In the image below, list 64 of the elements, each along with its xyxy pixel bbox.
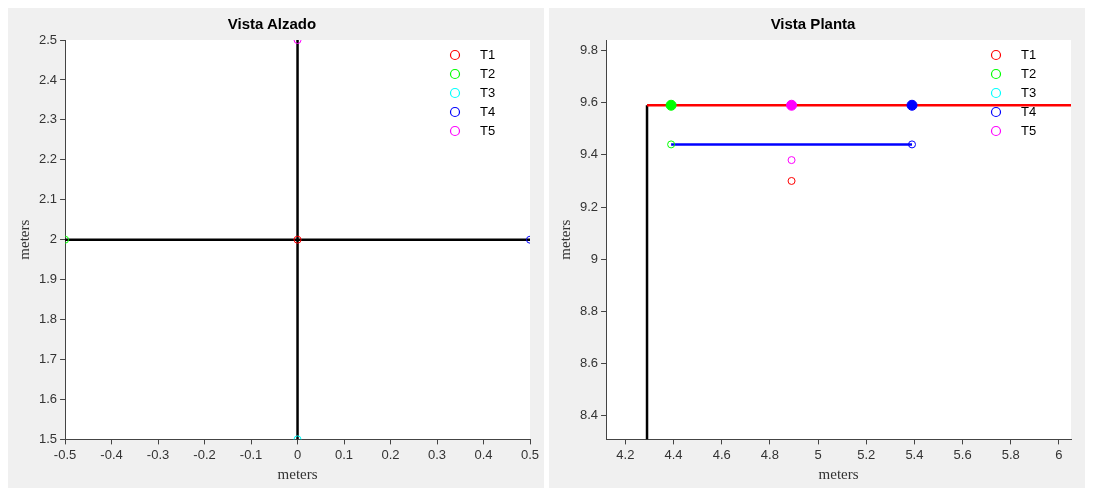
point: [786, 99, 798, 111]
point: [293, 235, 302, 244]
x-axis-title: meters: [818, 465, 859, 482]
legend-label: T5: [480, 122, 496, 138]
y-tick-label: 2.4: [38, 71, 58, 87]
chart-title: Vista Alzado: [227, 15, 317, 33]
x-tick-label: 4.6: [712, 446, 731, 462]
x-tick-label: 4.8: [760, 446, 779, 462]
point: [906, 99, 918, 111]
legend-label: T3: [480, 84, 496, 100]
x-tick-label: 6: [1055, 446, 1063, 462]
y-tick-label: 9.2: [579, 198, 599, 214]
y-tick-label: 9.8: [579, 42, 599, 58]
chart-title: Vista Planta: [770, 15, 857, 33]
y-tick-label: 8.6: [579, 355, 599, 371]
y-tick-label: 8.8: [579, 303, 599, 319]
point: [665, 99, 677, 111]
x-tick-label: 4.4: [664, 446, 683, 462]
x-tick-label: -0.5: [53, 446, 77, 462]
x-tick-label: -0.2: [193, 446, 216, 462]
legend-label: T4: [1021, 103, 1037, 119]
legend-label: T4: [480, 103, 496, 119]
legend-label: T1: [1021, 46, 1037, 62]
x-tick-label: 5.4: [905, 446, 924, 462]
y-tick-label: 2: [49, 231, 58, 247]
x-tick-label: 0.5: [520, 446, 540, 462]
y-tick-label: 1.9: [38, 271, 58, 287]
x-tick-label: 0.1: [334, 446, 354, 462]
x-tick-label: 5: [814, 446, 822, 462]
y-axis-title: meters: [15, 219, 32, 260]
x-tick-label: 4.2: [616, 446, 635, 462]
x-tick-label: 0.4: [474, 446, 493, 462]
x-tick-label: 5.8: [1001, 446, 1020, 462]
y-axis-title: meters: [556, 219, 573, 260]
x-tick-label: -0.4: [100, 446, 123, 462]
y-tick-label: 9: [590, 250, 599, 266]
legend-label: T1: [480, 46, 496, 62]
x-axis-title: meters: [277, 465, 318, 482]
y-tick-label: 1.5: [38, 430, 58, 446]
x-tick-label: 0.3: [427, 446, 447, 462]
x-tick-label: -0.1: [239, 446, 263, 462]
y-tick-label: 2.1: [38, 191, 58, 207]
y-tick-label: 9.6: [579, 94, 599, 110]
x-tick-label: 5.6: [953, 446, 972, 462]
y-tick-label: 1.6: [38, 391, 58, 407]
legend-label: T5: [1021, 122, 1037, 138]
point: [787, 156, 796, 165]
legend-label: T2: [480, 65, 496, 81]
point: [667, 140, 676, 149]
x-tick-label: 0.2: [381, 446, 400, 462]
point: [787, 176, 796, 185]
y-tick-label: 2.5: [38, 31, 58, 47]
y-tick-label: 1.8: [38, 311, 58, 327]
y-tick-label: 2.2: [38, 151, 58, 167]
x-tick-label: 5.2: [857, 446, 876, 462]
legend-label: T3: [1021, 84, 1037, 100]
y-tick-label: 2.3: [38, 111, 58, 127]
point: [908, 140, 917, 149]
x-tick-label: -0.3: [146, 446, 170, 462]
y-tick-label: 9.4: [579, 146, 599, 162]
legend-label: T2: [1021, 65, 1037, 81]
y-tick-label: 8.4: [579, 407, 599, 423]
x-tick-label: 0: [293, 446, 302, 462]
y-tick-label: 1.7: [38, 351, 58, 367]
